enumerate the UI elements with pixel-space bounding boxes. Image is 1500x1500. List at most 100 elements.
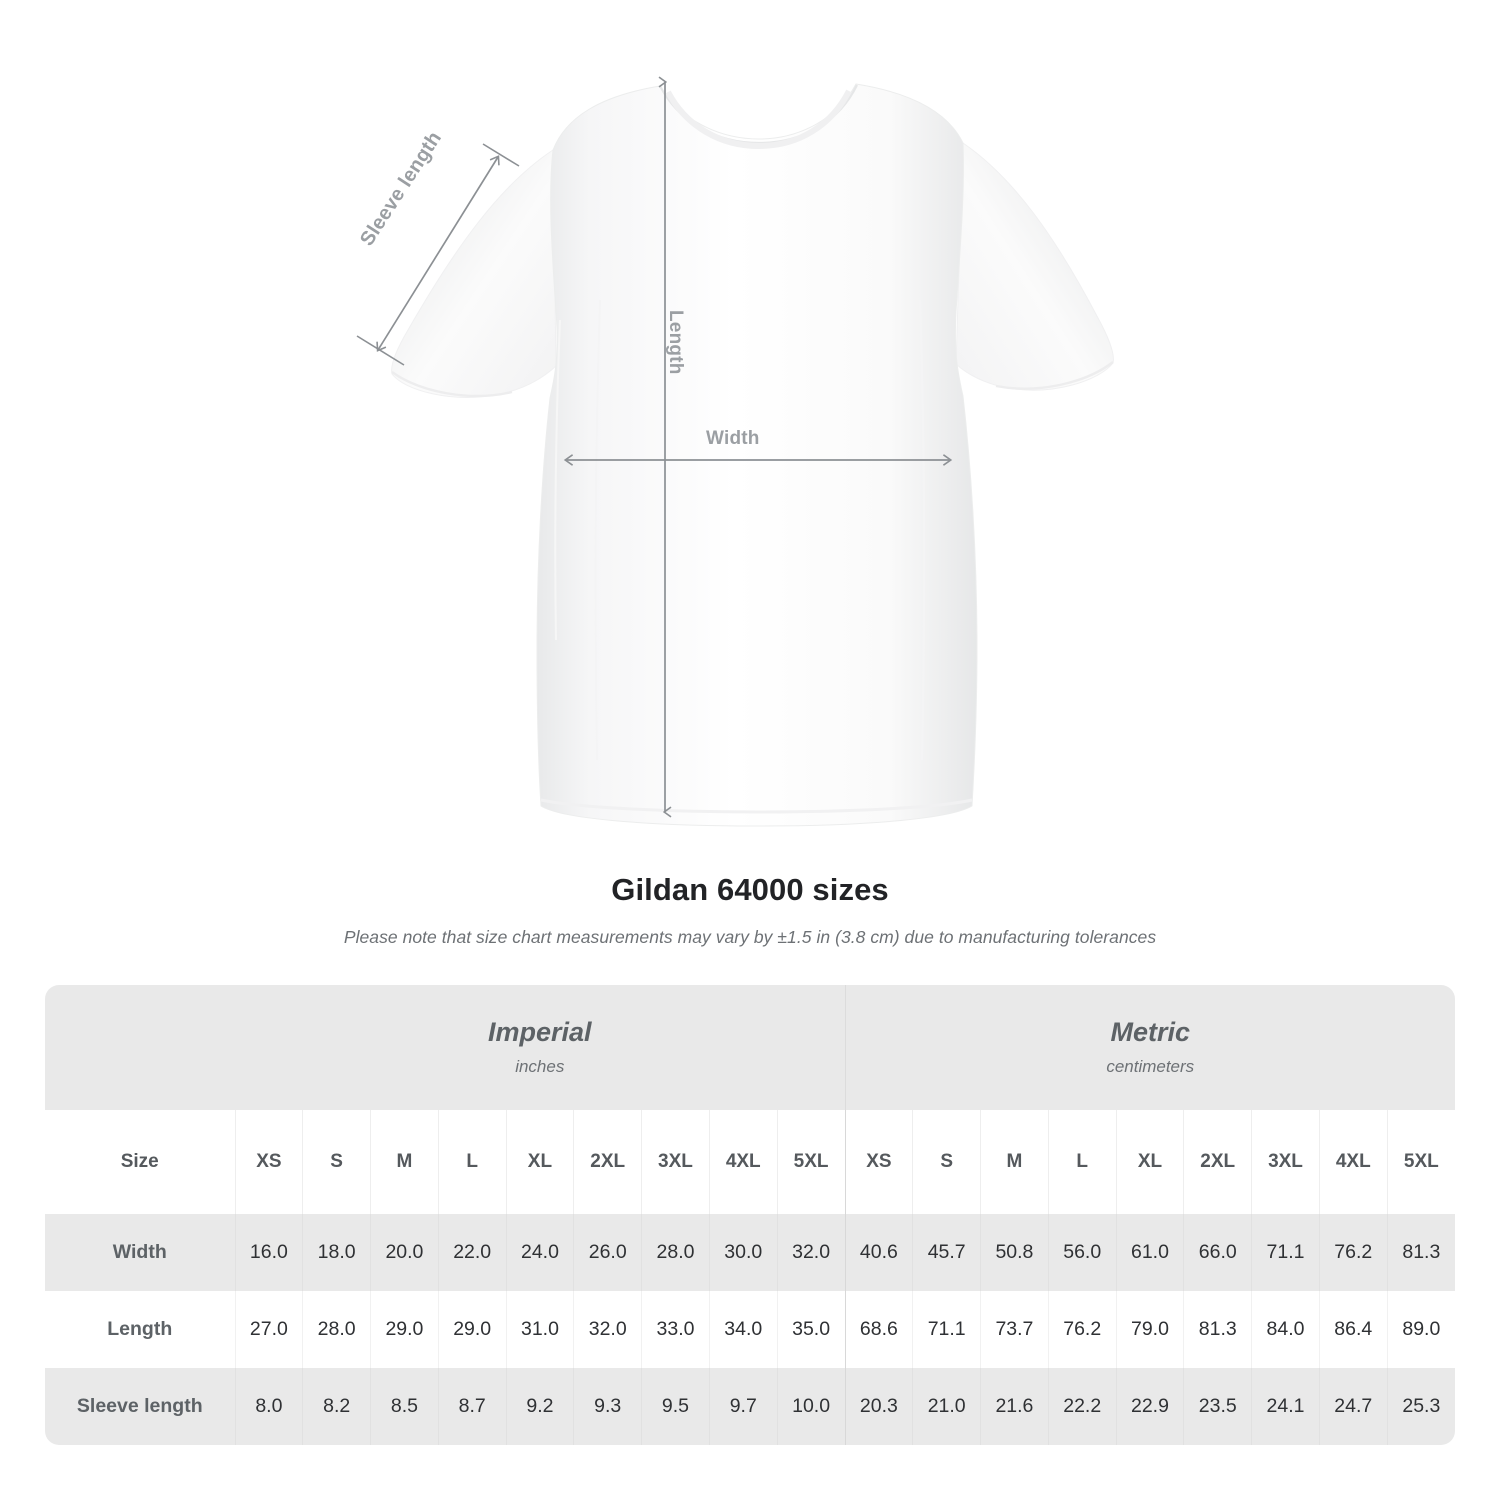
cell-width-metric-3xl: 71.1 xyxy=(1251,1214,1320,1291)
cell-width-imperial-5xl: 32.0 xyxy=(776,1214,846,1291)
size-header-cell-metric-l: L xyxy=(1047,1110,1117,1214)
unit-system-unit: inches xyxy=(515,1057,565,1077)
row-label-sleeve-length: Sleeve length xyxy=(45,1368,235,1445)
cell-length-imperial-s: 28.0 xyxy=(302,1291,371,1368)
cell-sleeve-length-metric-s: 21.0 xyxy=(912,1368,981,1445)
cell-sleeve-length-imperial-l: 8.7 xyxy=(437,1368,507,1445)
unit-system-header-row: Imperial inches Metric centimeters xyxy=(45,985,1455,1110)
size-header-cell-imperial-s: S xyxy=(302,1110,371,1214)
size-header-cell-metric-3xl: 3XL xyxy=(1251,1110,1320,1214)
sleeve-dimension-line xyxy=(376,155,500,352)
cell-length-imperial-xl: 31.0 xyxy=(505,1291,574,1368)
cell-length-metric-xs: 68.6 xyxy=(844,1291,913,1368)
cell-sleeve-length-imperial-xs: 8.0 xyxy=(234,1368,303,1445)
cell-sleeve-length-metric-l: 22.2 xyxy=(1047,1368,1117,1445)
unit-system-imperial: Imperial inches xyxy=(235,985,846,1110)
cell-sleeve-length-imperial-3xl: 9.5 xyxy=(641,1368,710,1445)
width-label: Width xyxy=(706,428,760,449)
size-table: Imperial inches Metric centimeters Size XS S M L… xyxy=(45,985,1455,1445)
cell-width-metric-5xl: 81.3 xyxy=(1386,1214,1455,1291)
cell-width-imperial-xs: 16.0 xyxy=(234,1214,303,1291)
size-header-cell-imperial-xl: XL xyxy=(505,1110,574,1214)
cell-sleeve-length-metric-2xl: 23.5 xyxy=(1183,1368,1252,1445)
size-header-cell-metric-4xl: 4XL xyxy=(1318,1110,1388,1214)
size-header-cell-imperial-5xl: 5XL xyxy=(776,1110,846,1214)
cell-length-imperial-2xl: 32.0 xyxy=(573,1291,642,1368)
cell-width-imperial-l: 22.0 xyxy=(437,1214,507,1291)
size-header-cell-metric-xl: XL xyxy=(1115,1110,1184,1214)
table-row: Sleeve length 8.0 8.2 8.5 8.7 9.2 9.3 9.5 9.7 10.… xyxy=(45,1368,1455,1445)
sleeve-tick-lower xyxy=(356,335,405,366)
size-header-cell-metric-s: S xyxy=(912,1110,981,1214)
table-row: Width 16.0 18.0 20.0 22.0 24.0 26.0 28.0 30.0 32.… xyxy=(45,1214,1455,1291)
cell-sleeve-length-imperial-5xl: 10.0 xyxy=(776,1368,846,1445)
size-header-cell-metric-5xl: 5XL xyxy=(1386,1110,1455,1214)
cell-length-metric-3xl: 84.0 xyxy=(1251,1291,1320,1368)
garment-diagram: Sleeve length Length Width xyxy=(356,0,1114,827)
size-header-row: Size XS S M L XL 2XL 3XL 4XL 5XL XS S M L XL 2XL 3XL 4XL 5… xyxy=(45,1110,1455,1214)
size-header-cell-imperial-xs: XS xyxy=(234,1110,303,1214)
size-header-cell-imperial-3xl: 3XL xyxy=(641,1110,710,1214)
cell-width-metric-4xl: 76.2 xyxy=(1318,1214,1388,1291)
cell-length-metric-4xl: 86.4 xyxy=(1318,1291,1388,1368)
unit-system-unit: centimeters xyxy=(1106,1057,1195,1077)
cell-length-metric-2xl: 81.3 xyxy=(1183,1291,1252,1368)
cell-length-imperial-m: 29.0 xyxy=(370,1291,439,1368)
cell-width-metric-xl: 61.0 xyxy=(1115,1214,1184,1291)
cell-sleeve-length-imperial-m: 8.5 xyxy=(370,1368,439,1445)
cell-width-imperial-s: 18.0 xyxy=(302,1214,371,1291)
size-header-cell-metric-m: M xyxy=(980,1110,1049,1214)
chart-caption: Gildan 64000 sizes Please note that size… xyxy=(0,872,1500,948)
cell-sleeve-length-metric-3xl: 24.1 xyxy=(1251,1368,1320,1445)
cell-sleeve-length-imperial-xl: 9.2 xyxy=(505,1368,574,1445)
tshirt-illustration xyxy=(391,83,1114,827)
cell-length-imperial-4xl: 34.0 xyxy=(708,1291,778,1368)
cell-sleeve-length-imperial-4xl: 9.7 xyxy=(708,1368,778,1445)
cell-sleeve-length-metric-m: 21.6 xyxy=(980,1368,1049,1445)
cell-sleeve-length-metric-xl: 22.9 xyxy=(1115,1368,1184,1445)
size-table-container: Imperial inches Metric centimeters Size XS S M L… xyxy=(45,985,1455,1445)
sleeve-tick-upper xyxy=(482,143,520,167)
cell-sleeve-length-imperial-s: 8.2 xyxy=(302,1368,371,1445)
cell-length-imperial-xs: 27.0 xyxy=(234,1291,303,1368)
cell-width-metric-2xl: 66.0 xyxy=(1183,1214,1252,1291)
size-header-cell-imperial-l: L xyxy=(437,1110,507,1214)
table-row: Length 27.0 28.0 29.0 29.0 31.0 32.0 33.0 34.0 35… xyxy=(45,1291,1455,1368)
cell-length-imperial-5xl: 35.0 xyxy=(776,1291,846,1368)
cell-sleeve-length-imperial-2xl: 9.3 xyxy=(573,1368,642,1445)
cell-width-imperial-xl: 24.0 xyxy=(505,1214,574,1291)
unit-system-name: Imperial xyxy=(487,1016,592,1047)
cell-sleeve-length-metric-xs: 20.3 xyxy=(844,1368,913,1445)
cell-sleeve-length-metric-5xl: 25.3 xyxy=(1386,1368,1455,1445)
unit-system-name: Metric xyxy=(1110,1016,1191,1047)
cell-width-metric-l: 56.0 xyxy=(1047,1214,1117,1291)
size-header-cell-metric-xs: XS xyxy=(844,1110,913,1214)
page-title: Gildan 64000 sizes xyxy=(611,872,889,907)
cell-width-metric-xs: 40.6 xyxy=(844,1214,913,1291)
unit-system-spacer xyxy=(45,985,235,1110)
size-header-cell-imperial-2xl: 2XL xyxy=(573,1110,642,1214)
tolerance-note: Please note that size chart measurements… xyxy=(343,927,1157,947)
cell-width-imperial-3xl: 28.0 xyxy=(641,1214,710,1291)
cell-length-metric-xl: 79.0 xyxy=(1115,1291,1184,1368)
cell-sleeve-length-metric-4xl: 24.7 xyxy=(1318,1368,1388,1445)
row-label-length: Length xyxy=(45,1291,235,1368)
cell-length-metric-l: 76.2 xyxy=(1047,1291,1117,1368)
cell-width-imperial-4xl: 30.0 xyxy=(708,1214,778,1291)
cell-length-metric-5xl: 89.0 xyxy=(1386,1291,1455,1368)
size-header-label: Size xyxy=(45,1110,235,1214)
size-header-cell-imperial-4xl: 4XL xyxy=(708,1110,778,1214)
cell-width-imperial-m: 20.0 xyxy=(370,1214,439,1291)
cell-width-imperial-2xl: 26.0 xyxy=(573,1214,642,1291)
cell-length-metric-s: 71.1 xyxy=(912,1291,981,1368)
length-label: Length xyxy=(665,310,686,375)
cell-length-imperial-3xl: 33.0 xyxy=(641,1291,710,1368)
size-header-cell-imperial-m: M xyxy=(370,1110,439,1214)
dimension-lines xyxy=(356,82,953,812)
size-header-cell-metric-2xl: 2XL xyxy=(1183,1110,1252,1214)
cell-width-metric-s: 45.7 xyxy=(912,1214,981,1291)
row-label-width: Width xyxy=(45,1214,235,1291)
unit-system-metric: Metric centimeters xyxy=(844,985,1455,1110)
cell-width-metric-m: 50.8 xyxy=(980,1214,1049,1291)
